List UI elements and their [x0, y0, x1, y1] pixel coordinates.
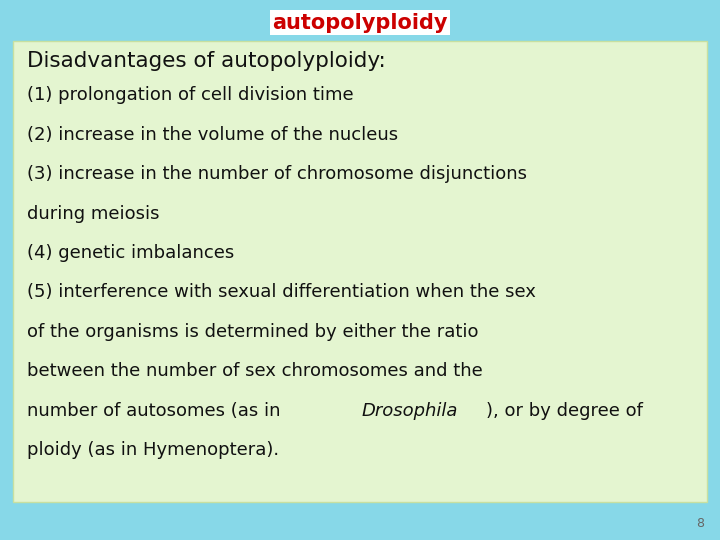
Text: Drosophila: Drosophila — [362, 402, 458, 420]
Text: during meiosis: during meiosis — [27, 205, 160, 222]
Text: of the organisms is determined by either the ratio: of the organisms is determined by either… — [27, 323, 479, 341]
FancyBboxPatch shape — [13, 40, 707, 502]
Text: autopolyploidy: autopolyploidy — [272, 12, 448, 33]
Text: Disadvantages of autopolyploidy:: Disadvantages of autopolyploidy: — [27, 51, 386, 71]
Text: (3) increase in the number of chromosome disjunctions: (3) increase in the number of chromosome… — [27, 165, 527, 183]
Text: 8: 8 — [696, 517, 704, 530]
Text: number of autosomes (as in: number of autosomes (as in — [27, 402, 287, 420]
Text: (4) genetic imbalances: (4) genetic imbalances — [27, 244, 235, 262]
Text: between the number of sex chromosomes and the: between the number of sex chromosomes an… — [27, 362, 483, 380]
Text: ), or by degree of: ), or by degree of — [486, 402, 643, 420]
Text: (1) prolongation of cell division time: (1) prolongation of cell division time — [27, 86, 354, 104]
Text: ploidy (as in Hymenoptera).: ploidy (as in Hymenoptera). — [27, 441, 279, 459]
Text: (5) interference with sexual differentiation when the sex: (5) interference with sexual differentia… — [27, 284, 536, 301]
Text: (2) increase in the volume of the nucleus: (2) increase in the volume of the nucleu… — [27, 126, 398, 144]
